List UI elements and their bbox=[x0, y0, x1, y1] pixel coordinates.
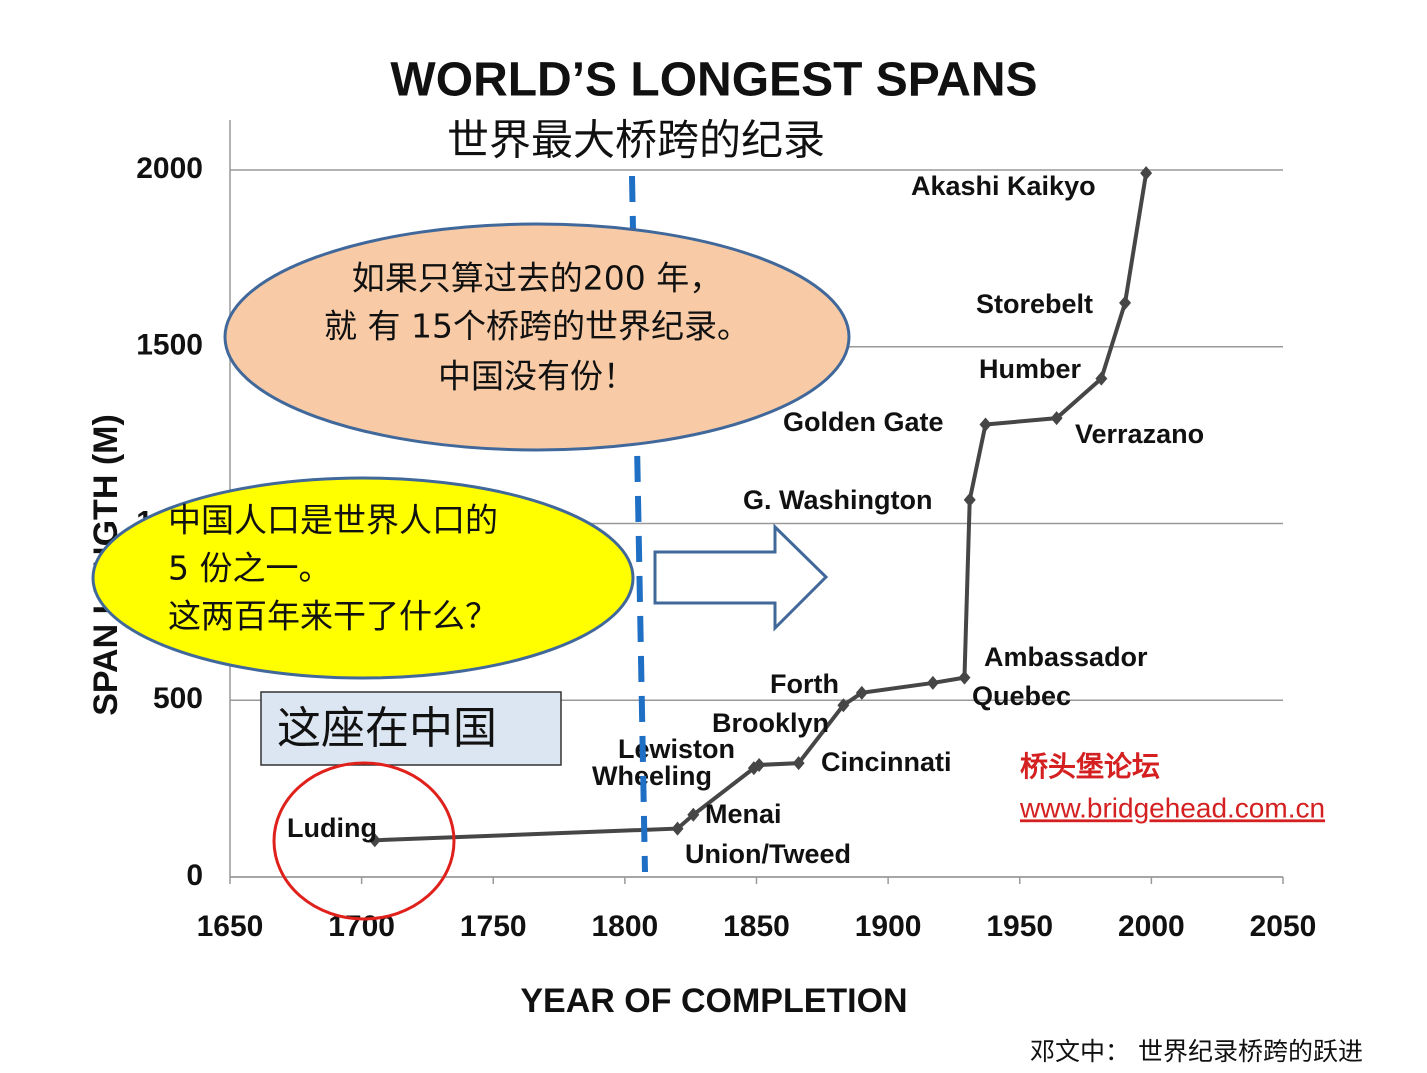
point-label: Akashi Kaikyo bbox=[911, 171, 1096, 201]
x-tick-label: 1850 bbox=[723, 910, 790, 943]
chart-title: WORLD’S LONGEST SPANS bbox=[390, 54, 1037, 107]
point-label: G. Washington bbox=[743, 485, 932, 515]
data-point bbox=[671, 821, 684, 836]
point-label: Humber bbox=[979, 354, 1082, 384]
data-point bbox=[1119, 295, 1132, 310]
data-point bbox=[837, 698, 850, 713]
y-tick-label: 1500 bbox=[136, 329, 203, 362]
data-point bbox=[979, 417, 992, 432]
point-label: Luding bbox=[287, 813, 377, 843]
x-tick-label: 2000 bbox=[1118, 910, 1185, 943]
data-point bbox=[687, 807, 700, 822]
note-text: 这座在中国 bbox=[277, 703, 497, 754]
callout-ellipse bbox=[91, 476, 635, 680]
point-label: Union/Tweed bbox=[685, 839, 851, 869]
x-tick-label: 1750 bbox=[460, 910, 527, 943]
chart-subtitle: 世界最大桥跨的纪录 bbox=[447, 116, 825, 165]
divider-line bbox=[629, 175, 648, 873]
point-label: Lewiston bbox=[618, 734, 735, 764]
data-point bbox=[963, 492, 976, 507]
callout-text: 就 有 15个桥跨的世界纪录。 bbox=[324, 307, 750, 346]
x-tick-label: 1650 bbox=[197, 910, 264, 943]
data-point bbox=[792, 756, 805, 771]
point-label: Menai bbox=[705, 799, 782, 829]
arrow bbox=[653, 523, 829, 632]
y-tick-label: 0 bbox=[186, 859, 203, 892]
callout-text: 5 份之一。 bbox=[168, 549, 332, 588]
data-point bbox=[368, 833, 381, 848]
data-point bbox=[753, 757, 766, 772]
x-tick-label: 1800 bbox=[592, 910, 659, 943]
x-axis-title: YEAR OF COMPLETION bbox=[520, 982, 907, 1020]
note-box bbox=[260, 691, 562, 766]
callout-text: 中国人口是世界人口的 bbox=[168, 501, 498, 540]
callout-text: 这两百年来干了什么？ bbox=[168, 597, 498, 636]
callout-ellipse bbox=[223, 222, 851, 452]
point-label: Brooklyn bbox=[712, 708, 829, 738]
point-label: Quebec bbox=[972, 681, 1071, 711]
callout-text: 中国没有份！ bbox=[438, 357, 636, 396]
point-label: Golden Gate bbox=[783, 407, 944, 437]
point-label: Wheeling bbox=[592, 761, 712, 791]
point-label: Forth bbox=[770, 669, 839, 699]
footer: 邓文中： 世界纪录桥跨的跃进 bbox=[1030, 1037, 1363, 1066]
data-point bbox=[1140, 166, 1153, 181]
data-point bbox=[958, 670, 971, 685]
forum-name: 桥头堡论坛 bbox=[1020, 750, 1160, 783]
x-tick-label: 1950 bbox=[986, 910, 1053, 943]
data-point bbox=[926, 675, 939, 690]
url: www.bridgehead.com.cn bbox=[1019, 792, 1325, 823]
callout-text: 如果只算过去的200 年， bbox=[352, 259, 722, 298]
point-label: Ambassador bbox=[984, 642, 1148, 672]
x-tick-label: 2050 bbox=[1250, 910, 1317, 943]
data-line bbox=[374, 172, 1149, 843]
point-label: Cincinnati bbox=[821, 747, 952, 777]
data-point bbox=[1095, 371, 1108, 386]
y-tick-label: 2000 bbox=[136, 152, 203, 185]
x-tick-label: 1900 bbox=[855, 910, 922, 943]
point-label: Storebelt bbox=[976, 289, 1093, 319]
highlight-circle bbox=[272, 761, 456, 921]
data-point bbox=[1050, 411, 1063, 426]
data-point bbox=[855, 685, 868, 700]
y-tick-label: 500 bbox=[153, 682, 203, 715]
point-label: Verrazano bbox=[1075, 419, 1204, 449]
